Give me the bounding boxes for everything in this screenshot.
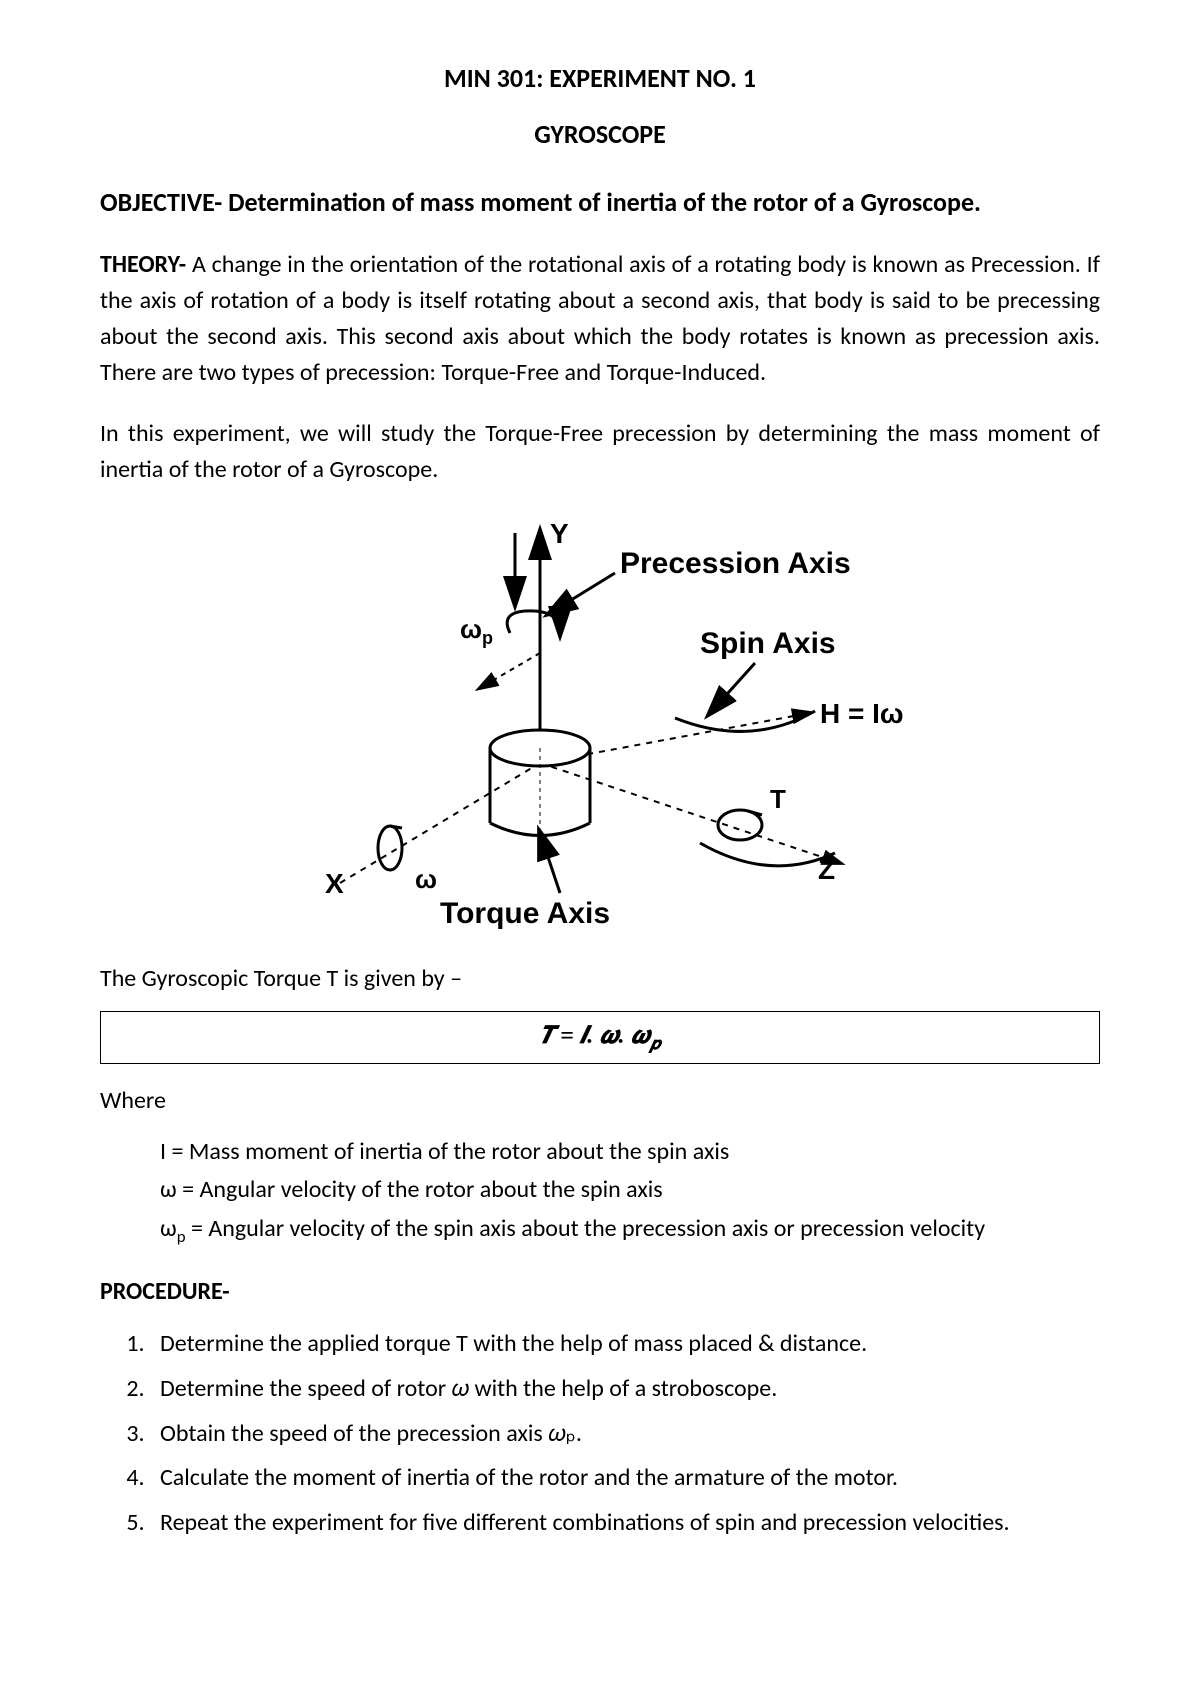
y-axis-label: Y [550,518,569,549]
where-label: Where [100,1084,1100,1118]
objective-section: OBJECTIVE- Determination of mass moment … [100,183,1100,222]
omega-label: ω [415,864,437,894]
formula-box: 𝑻 = 𝑰. 𝝎. 𝝎𝒑 [100,1011,1100,1064]
torque-axis-label: Torque Axis [440,897,610,930]
precession-axis-label: Precession Axis [620,547,851,580]
def-omega-p: ωp = Angular velocity of the spin axis a… [160,1210,1100,1251]
theory-para-2: In this experiment, we will study the To… [100,416,1100,488]
def-i: I = Mass moment of inertia of the rotor … [160,1133,1100,1171]
procedure-step: Obtain the speed of the precession axis … [150,1414,1100,1455]
omega-p-label: ωp [460,614,493,648]
t-label: T [770,784,786,814]
def-omega: ω = Angular velocity of the rotor about … [160,1171,1100,1209]
spin-axis-label: Spin Axis [700,627,836,660]
theory-text-1: A change in the orientation of the rotat… [100,250,1100,387]
theory-para-1: THEORY- A change in the orientation of t… [100,247,1100,391]
formula-text: 𝑻 = 𝑰. 𝝎. 𝝎 [540,1023,650,1049]
definitions-block: I = Mass moment of inertia of the rotor … [160,1133,1100,1250]
course-header: MIN 301: EXPERIMENT NO. 1 [100,60,1100,96]
procedure-list: Determine the applied torque T with the … [150,1324,1100,1544]
procedure-label: PROCEDURE- [100,1275,1100,1309]
objective-text: Determination of mass moment of inertia … [222,186,981,218]
theory-label: THEORY- [100,250,186,279]
procedure-step: Determine the speed of rotor 𝜔 with the … [150,1369,1100,1410]
torque-intro-text: The Gyroscopic Torque T is given by – [100,962,1100,996]
x-axis-label: X [325,868,344,899]
gyroscope-diagram: Y ωp Precession Axis X ω H = Iω Spin Axi… [100,513,1100,943]
experiment-title: GYROSCOPE [100,116,1100,152]
gyroscope-svg: Y ωp Precession Axis X ω H = Iω Spin Axi… [250,513,950,933]
procedure-step: Determine the applied torque T with the … [150,1324,1100,1365]
objective-label: OBJECTIVE- [100,186,222,218]
formula-sub: 𝒑 [650,1034,660,1053]
procedure-step: Calculate the moment of inertia of the r… [150,1458,1100,1499]
procedure-step: Repeat the experiment for five different… [150,1503,1100,1544]
h-equation-label: H = Iω [820,698,904,729]
